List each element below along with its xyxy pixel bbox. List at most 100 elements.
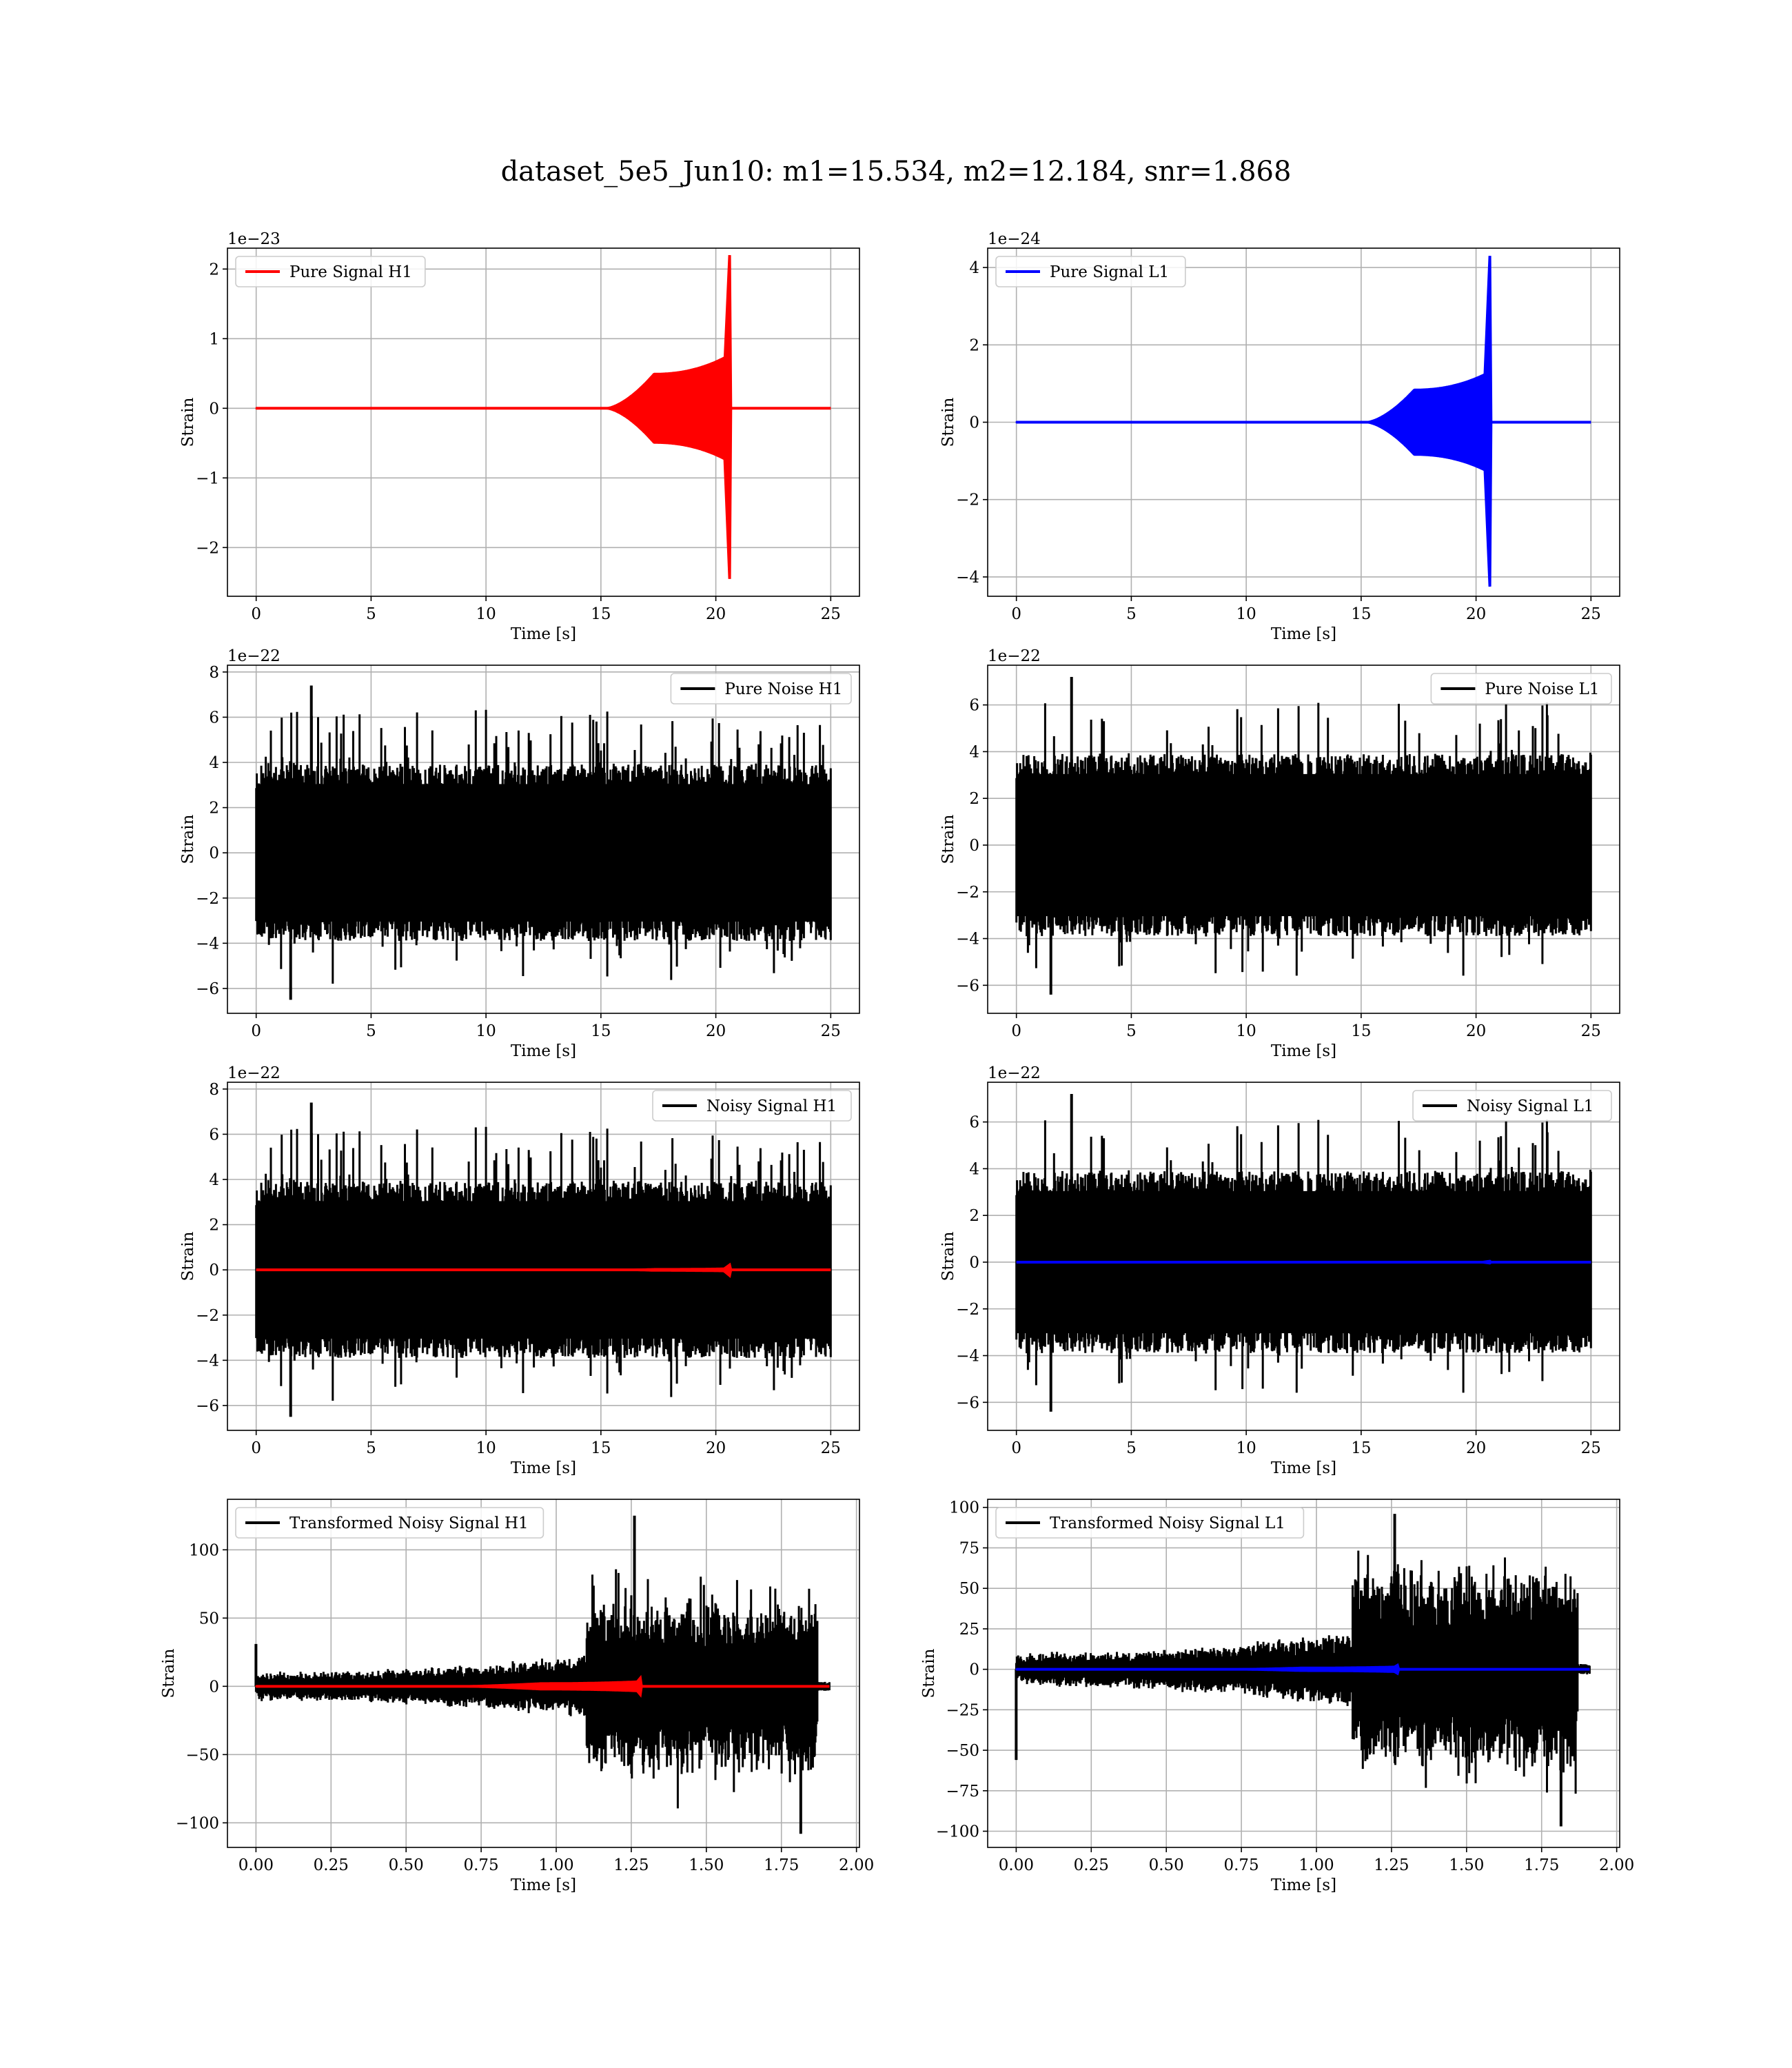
legend-box: [670, 673, 852, 704]
x-tick-label: 15: [1351, 1439, 1371, 1457]
y-tick-label: 0: [969, 414, 979, 432]
y-tick-label: −4: [196, 935, 219, 953]
x-tick-label: 0: [1011, 605, 1021, 623]
chirp-merger-spike: [720, 1262, 733, 1279]
x-tick-label: 20: [706, 1022, 726, 1040]
x-axis-label: Time [s]: [1271, 1459, 1336, 1477]
x-tick-label: 25: [1581, 605, 1601, 623]
legend: Pure Noise H1: [670, 673, 852, 704]
legend-box: [652, 1090, 852, 1122]
tick-labels: 0 5 10 15 20 25 −6 −4 −2 0 2 4 6: [956, 1114, 1601, 1457]
x-tick-label: 5: [1126, 605, 1137, 623]
chirp-merger-spike: [631, 1674, 643, 1698]
y-tick-label: −4: [956, 569, 979, 587]
axes-frame: [227, 1082, 860, 1431]
y-tick-label: 8: [209, 664, 219, 682]
subplot-noisy-signal-h1: 0 5 10 15 20 25 −6 −4 −2 0 2 4 6 8 Time [s] Strain 1e−22…: [179, 1064, 860, 1477]
y-tick-label: 0: [209, 400, 219, 418]
legend-label: Transformed Noisy Signal L1: [1050, 1514, 1285, 1532]
x-tick-label: 20: [706, 1439, 726, 1457]
series-pure-noise-l1: [1015, 676, 1592, 995]
tick-labels: 0 5 10 15 20 25 −2 −1 0 1 2: [196, 261, 841, 623]
legend: Pure Signal L1: [995, 256, 1186, 287]
x-tick-label: 5: [1126, 1439, 1137, 1457]
x-tick-label: 25: [1581, 1439, 1601, 1457]
y-tick-label: 0: [209, 1678, 219, 1696]
x-tick-label: 1.25: [613, 1856, 649, 1874]
offset-text: 1e−22: [227, 647, 281, 665]
chirp-merger-spike: [1481, 256, 1493, 587]
x-axis-label: Time [s]: [1271, 1042, 1336, 1060]
y-tick-label: 50: [959, 1580, 979, 1598]
y-tick-label: 8: [209, 1081, 219, 1099]
x-tick-label: 1.00: [1299, 1856, 1334, 1874]
x-tick-label: 0: [251, 1022, 261, 1040]
y-tick-label: −100: [176, 1814, 219, 1832]
y-axis-label: Strain: [920, 1648, 938, 1698]
axes-frame: [987, 665, 1620, 1014]
tick-labels: 0 5 10 15 20 25 −4 −2 0 2 4: [956, 259, 1601, 623]
y-tick-label: 4: [969, 743, 979, 761]
x-tick-label: 15: [591, 1022, 611, 1040]
offset-text: 1e−22: [227, 1064, 281, 1082]
legend-label: Transformed Noisy Signal H1: [289, 1514, 529, 1532]
y-tick-label: 0: [969, 837, 979, 855]
x-tick-label: 15: [1351, 1022, 1371, 1040]
chirp-envelope: [255, 353, 831, 463]
x-tick-label: 15: [591, 1439, 611, 1457]
data-series: [1015, 1514, 1591, 1827]
x-tick-label: 0.50: [1149, 1856, 1184, 1874]
y-tick-label: 100: [189, 1541, 219, 1559]
x-tick-label: 1.25: [1374, 1856, 1409, 1874]
y-tick-label: −50: [946, 1742, 979, 1760]
x-tick-label: 20: [1466, 1439, 1486, 1457]
subplot-pure-noise-l1: 0 5 10 15 20 25 −6 −4 −2 0 2 4 6 Time [s] Strain 1e−22 P…: [939, 647, 1620, 1060]
y-tick-label: 2: [969, 1207, 979, 1225]
legend: Pure Noise L1: [1430, 673, 1612, 704]
x-tick-label: 10: [1236, 605, 1256, 623]
axes-frame: [227, 1499, 860, 1848]
subplot-pure-signal-l1: 0 5 10 15 20 25 −4 −2 0 2 4 Time [s] Strain 1e−24 Pure…: [939, 230, 1620, 643]
y-tick-label: −6: [196, 1397, 219, 1415]
legend-box: [995, 1507, 1305, 1539]
x-tick-label: 1.50: [1449, 1856, 1484, 1874]
y-axis-label: Strain: [939, 814, 957, 864]
x-tick-label: 1.50: [689, 1856, 724, 1874]
y-tick-label: 4: [209, 754, 219, 772]
offset-text: 1e−22: [988, 1064, 1041, 1082]
tick-labels: 0 5 10 15 20 25 −6 −4 −2 0 2 4 6: [956, 697, 1601, 1040]
y-tick-label: −25: [946, 1701, 979, 1719]
y-tick-label: 2: [209, 1217, 219, 1235]
y-tick-label: 75: [959, 1539, 979, 1557]
y-tick-label: 6: [209, 1126, 219, 1144]
y-tick-label: 0: [969, 1661, 979, 1679]
x-tick-label: 1.75: [1524, 1856, 1559, 1874]
x-tick-label: 0.75: [463, 1856, 498, 1874]
y-tick-label: −2: [196, 890, 219, 908]
x-tick-label: 0.75: [1223, 1856, 1259, 1874]
data-series: [1015, 676, 1592, 995]
chirp-merger-spike: [721, 255, 733, 579]
legend-label: Noisy Signal L1: [1467, 1097, 1594, 1115]
x-tick-label: 25: [1581, 1022, 1601, 1040]
x-tick-label: 1.00: [538, 1856, 573, 1874]
subplot-noisy-signal-l1: 0 5 10 15 20 25 −6 −4 −2 0 2 4 6 Time [s] Strain 1e−22 N…: [939, 1064, 1620, 1477]
y-tick-label: −4: [196, 1352, 219, 1370]
x-tick-label: 5: [1126, 1022, 1137, 1040]
x-tick-label: 10: [476, 1439, 496, 1457]
legend-label: Noisy Signal H1: [706, 1097, 837, 1115]
y-tick-label: 6: [969, 1114, 979, 1132]
x-axis-label: Time [s]: [511, 1876, 576, 1894]
chirp-envelope: [1016, 1261, 1591, 1264]
x-tick-label: 1.75: [764, 1856, 799, 1874]
y-tick-label: −100: [936, 1823, 979, 1841]
legend: Transformed Noisy Signal H1: [235, 1507, 544, 1539]
y-tick-label: −6: [956, 1394, 979, 1412]
y-tick-label: 0: [209, 844, 219, 862]
y-tick-label: 4: [969, 1160, 979, 1178]
y-tick-label: 2: [969, 790, 979, 808]
x-tick-label: 0.50: [389, 1856, 424, 1874]
x-tick-label: 5: [366, 605, 376, 623]
offset-text: 1e−24: [988, 230, 1041, 248]
